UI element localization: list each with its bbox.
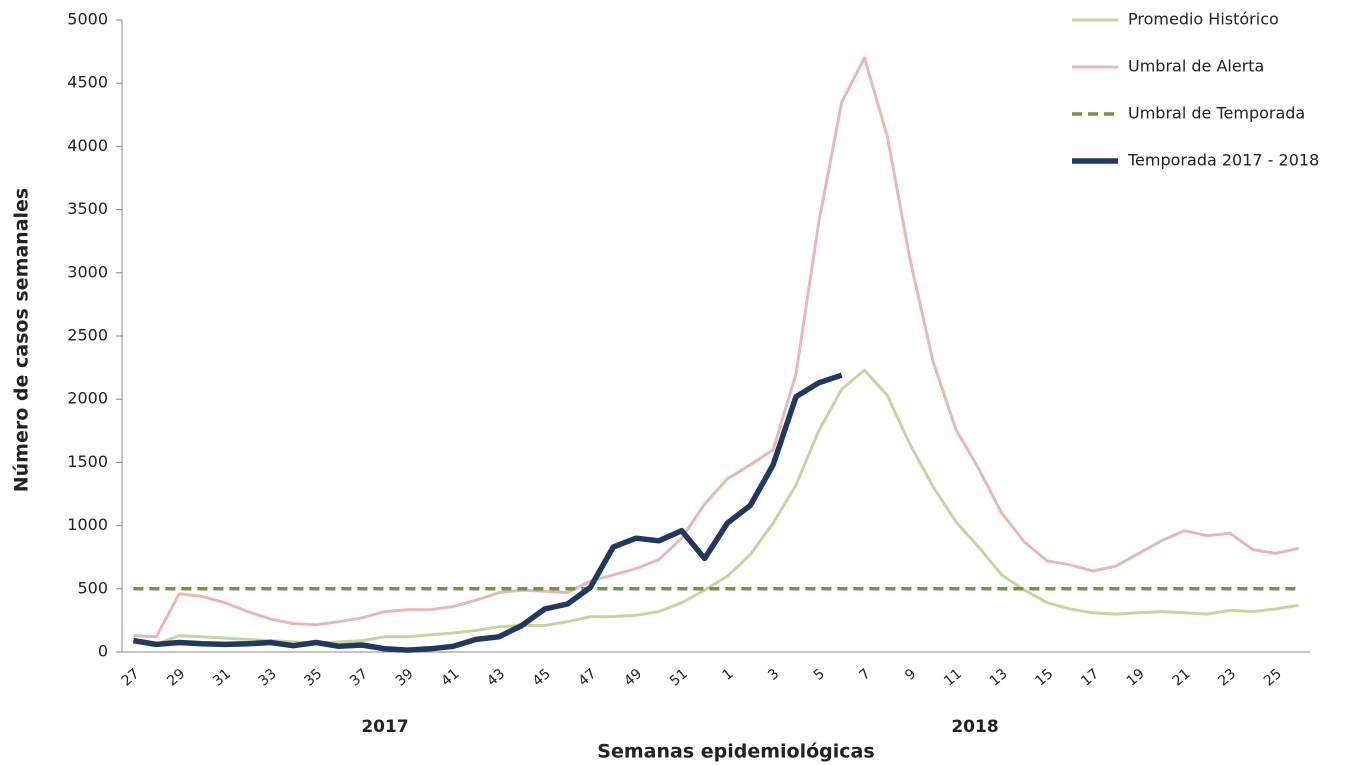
x-tick-label: 31 [210,666,234,690]
x-tick-label: 19 [1124,666,1148,690]
year-label: 2018 [951,717,998,737]
y-tick-label: 4000 [67,136,108,155]
y-tick-label: 1000 [67,515,108,534]
x-tick-label: 17 [1078,666,1102,690]
year-label: 2017 [361,717,408,737]
x-tick-label: 1 [719,666,736,684]
x-tick-label: 45 [530,666,554,690]
x-tick-label: 51 [667,666,691,690]
y-tick-label: 500 [77,578,108,597]
x-axis-title: Semanas epidemiológicas [597,741,874,763]
x-tick-label: 9 [902,666,919,684]
x-tick-label: 23 [1215,666,1239,690]
x-tick-label: 47 [576,666,600,690]
x-tick-label: 49 [621,666,645,690]
x-tick-label: 35 [301,666,325,690]
x-tick-label: 3 [765,666,782,684]
x-tick-label: 27 [119,666,143,690]
x-tick-label: 7 [857,666,874,684]
x-tick-label: 11 [941,666,965,690]
legend-label: Umbral de Alerta [1128,57,1264,76]
y-tick-label: 2000 [67,389,108,408]
x-tick-label: 5 [811,666,828,684]
legend-label: Promedio Histórico [1128,10,1279,29]
legend-label: Umbral de Temporada [1128,104,1305,123]
y-tick-label: 0 [98,642,108,661]
series-line [133,368,1299,646]
x-tick-label: 43 [484,666,508,690]
y-tick-label: 4500 [67,73,108,92]
x-tick-label: 41 [438,666,462,690]
y-tick-label: 5000 [67,10,108,29]
x-tick-label: 15 [1032,666,1056,690]
x-tick-label: 37 [347,666,371,690]
x-tick-label: 13 [987,666,1011,690]
y-tick-label: 3000 [67,262,108,281]
y-axis-title: Número de casos semanales [11,188,33,493]
series-line [133,56,1299,639]
x-tick-label: 29 [164,666,188,690]
legend-label: Temporada 2017 - 2018 [1127,151,1319,170]
x-tick-label: 21 [1170,666,1194,690]
x-tick-label: 25 [1261,666,1285,690]
series-line [132,372,843,653]
x-tick-label: 39 [393,666,417,690]
y-tick-label: 1500 [67,452,108,471]
x-tick-label: 33 [256,666,280,690]
y-tick-label: 3500 [67,199,108,218]
y-tick-label: 2500 [67,326,108,345]
